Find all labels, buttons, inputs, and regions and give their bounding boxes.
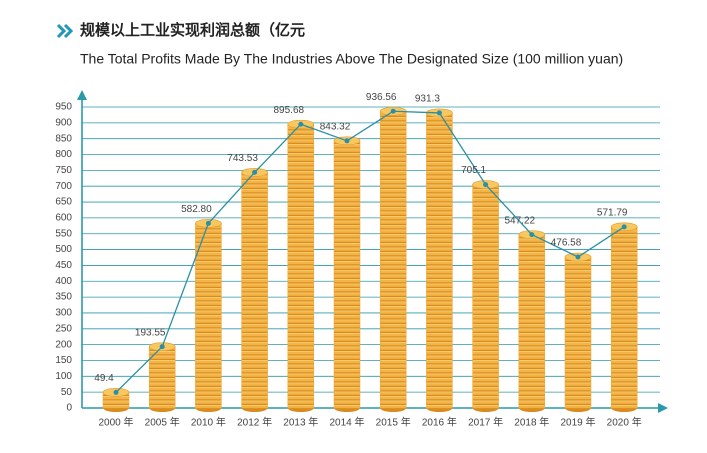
y-tick-label: 950	[55, 102, 72, 113]
value-label: 571.79	[597, 207, 628, 218]
bar	[195, 223, 222, 409]
bar	[148, 346, 176, 409]
y-tick-label: 50	[61, 387, 73, 398]
bar	[564, 256, 592, 409]
line-point	[252, 169, 258, 175]
line-point	[529, 232, 535, 238]
value-label: 193.55	[135, 327, 166, 338]
y-tick-label: 600	[55, 213, 72, 224]
y-tick-label: 750	[55, 165, 72, 176]
value-label: 547.22	[505, 215, 536, 226]
y-tick-label: 700	[55, 181, 72, 192]
x-tick-label: 2012 年	[237, 416, 272, 429]
y-tick-label: 200	[55, 339, 72, 350]
value-label: 705.1	[461, 165, 486, 176]
x-tick-label: 2013 年	[283, 416, 318, 429]
line-point	[436, 110, 442, 116]
line-point	[483, 182, 489, 188]
grid	[82, 106, 660, 393]
y-axis-arrow	[77, 90, 87, 100]
y-tick-label: 250	[55, 323, 72, 334]
bar	[333, 140, 361, 409]
y-tick-label: 400	[55, 276, 72, 287]
bar	[426, 112, 453, 409]
y-tick-label: 650	[55, 197, 72, 208]
chart-subtitle: The Total Profits Made By The Industries…	[80, 51, 623, 67]
y-tick-label: 300	[55, 308, 72, 319]
x-tick-label: 2000 年	[98, 416, 133, 429]
y-tick-label: 500	[55, 244, 72, 255]
value-label: 49.4	[94, 373, 114, 384]
y-tick-label: 550	[55, 228, 72, 239]
x-tick-label: 2020 年	[607, 416, 642, 429]
line-point	[575, 254, 581, 260]
value-label: 476.58	[551, 238, 582, 249]
y-tick-label: 100	[55, 371, 72, 382]
value-label: 931.3	[415, 94, 440, 105]
x-tick-label: 2015 年	[376, 416, 411, 429]
y-tick-label: 350	[55, 292, 72, 303]
value-label: 743.53	[227, 153, 258, 164]
x-axis-arrow	[658, 403, 668, 413]
line-point	[298, 121, 304, 127]
y-tick-label: 450	[55, 260, 72, 271]
value-label: 936.56	[366, 92, 397, 103]
bar	[379, 111, 407, 409]
y-tick-label: 0	[66, 403, 72, 414]
value-label: 582.80	[181, 204, 212, 215]
x-tick-label: 2014 年	[329, 416, 364, 429]
line-point	[159, 344, 165, 350]
x-tick-label: 2005 年	[145, 416, 180, 429]
y-tick-label: 900	[55, 117, 72, 128]
line-point	[113, 389, 119, 395]
bar	[472, 184, 499, 409]
chart-title: 规模以上工业实现利润总额（亿元	[80, 21, 305, 39]
y-tick-label: 850	[55, 133, 72, 144]
x-tick-label: 2018 年	[514, 416, 549, 429]
bar	[241, 172, 268, 409]
line	[115, 110, 625, 393]
y-tick-label: 800	[55, 149, 72, 160]
bar	[610, 226, 638, 409]
x-tick-label: 2019 年	[560, 416, 595, 429]
x-tick-label: 2016 年	[422, 416, 457, 429]
title-icon	[56, 23, 74, 39]
line-point	[205, 220, 211, 226]
value-label: 895.68	[274, 105, 305, 116]
y-tick-label: 150	[55, 355, 72, 366]
line-point	[344, 138, 350, 144]
bar	[287, 123, 315, 409]
x-tick-label: 2017 年	[468, 416, 503, 429]
x-tick-label: 2010 年	[191, 416, 226, 429]
bar	[518, 234, 546, 409]
line-point	[390, 108, 396, 114]
value-label: 843.32	[320, 121, 351, 132]
line-point	[621, 224, 627, 230]
